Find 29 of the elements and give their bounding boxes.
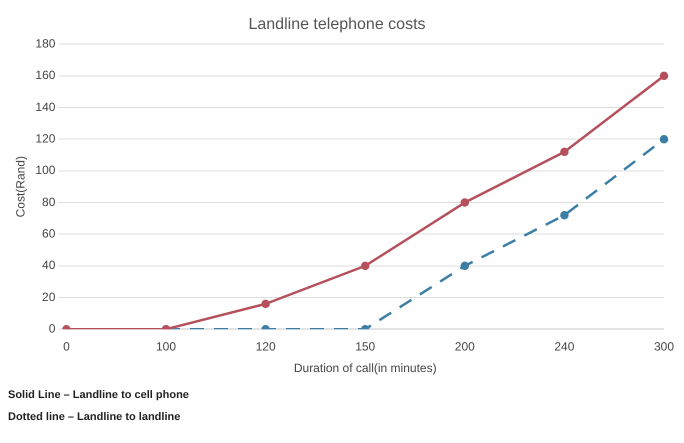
y-tick-label: 180 — [35, 36, 56, 51]
point — [360, 262, 370, 270]
x-tick-label: 0 — [63, 340, 70, 354]
text: Solid Line – Landline to cell phone — [8, 388, 189, 403]
y-tick-label: 120 — [35, 132, 56, 146]
y-tick-label: 20 — [42, 290, 56, 304]
x-tick-label: 300 — [654, 340, 674, 354]
point — [460, 198, 470, 207]
point — [560, 148, 569, 156]
y-tick-label: 60 — [42, 226, 56, 241]
y-tick-label: 80 — [42, 194, 56, 209]
x-tick-label: 100 — [156, 340, 176, 354]
x-tick-label: 240 — [554, 340, 575, 354]
y-axis-title: Cost(Rand) — [14, 156, 28, 218]
point — [460, 262, 470, 270]
y-tick-label: 40 — [42, 258, 56, 272]
y-tick-label: 140 — [35, 100, 56, 114]
point — [560, 210, 569, 220]
chart-title: Landline telephone costs — [248, 16, 426, 34]
text: Dotted line – Landline to landline — [8, 410, 182, 425]
x-axis-title: Duration of call(in minutes) — [294, 361, 437, 376]
x-tick-label: 200 — [454, 340, 476, 354]
x-tick-label: 150 — [355, 340, 376, 354]
point — [660, 72, 668, 80]
y-tick-label: 160 — [35, 68, 56, 82]
x-tick-label: 120 — [256, 340, 276, 354]
y-tick-label: 100 — [35, 163, 56, 178]
y-tick-label: 0 — [48, 322, 56, 336]
point — [660, 134, 668, 144]
